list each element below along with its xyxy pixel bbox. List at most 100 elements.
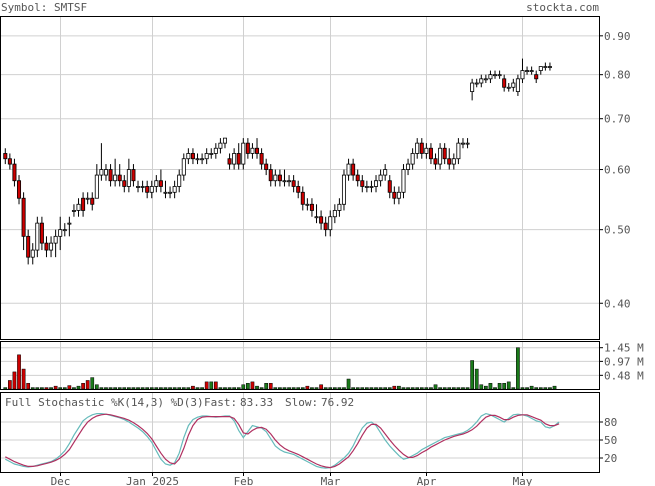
volume-bar (181, 387, 186, 390)
candle (241, 138, 246, 170)
volume-bar (191, 385, 195, 390)
candle (200, 153, 205, 165)
stochastic-tick-label: 80 (604, 416, 617, 429)
candle (94, 164, 99, 199)
volume-bar (360, 387, 365, 390)
candle (140, 180, 145, 193)
volume-bar (438, 387, 442, 390)
volume-bar (76, 385, 81, 390)
volume-bar (365, 387, 369, 390)
volume-bar (136, 387, 140, 390)
volume-bar (479, 384, 484, 390)
candle (474, 78, 479, 88)
volume-bar (552, 385, 557, 390)
candle (309, 198, 314, 217)
candle (323, 216, 328, 237)
volume-bar (168, 387, 172, 390)
volume-tick-label: 0.48 M (604, 369, 644, 382)
volume-bar (12, 371, 17, 390)
volume-bar (465, 387, 470, 390)
volume-bar (342, 387, 346, 390)
volume-bar (99, 387, 104, 390)
volume-bar (154, 387, 159, 390)
candle (149, 180, 154, 199)
price-tick-label: 0.80 (604, 69, 631, 82)
candle (387, 175, 392, 199)
volume-bar (177, 387, 182, 390)
volume-bar (273, 387, 278, 390)
candle (451, 153, 456, 170)
candle (525, 66, 530, 75)
volume-bars (3, 347, 557, 390)
candle (447, 148, 452, 170)
candle (410, 148, 415, 170)
slow-label: Slow: (285, 396, 318, 409)
candle (67, 216, 72, 237)
candle (300, 186, 305, 211)
volume-bar (17, 354, 21, 390)
volume-bar (81, 383, 85, 390)
candlestick-series (3, 58, 552, 265)
volume-bar (415, 387, 420, 390)
volume-axis: 1.45 M0.97 M0.48 M (599, 342, 644, 382)
fast-label: Fast: (204, 396, 237, 409)
volume-bar (383, 387, 388, 390)
candle (401, 164, 406, 199)
volume-bar (104, 387, 108, 390)
volume-bar (264, 383, 269, 390)
volume-bar (397, 385, 401, 390)
candle (12, 158, 17, 187)
candle (49, 236, 54, 258)
candle (168, 186, 173, 199)
volume-bar (474, 368, 479, 390)
volume-bar (484, 385, 488, 390)
volume-bar (406, 387, 410, 390)
volume-bar (497, 383, 502, 390)
volume-bar (250, 381, 255, 390)
candle (7, 153, 12, 170)
volume-bar (209, 381, 214, 390)
candle (35, 216, 40, 258)
volume-tick-label: 1.45 M (604, 342, 644, 355)
candle (145, 180, 150, 199)
candle (85, 192, 90, 205)
candle (30, 243, 35, 265)
date-tick-label: Mar (321, 475, 341, 486)
candle (131, 164, 136, 187)
candle (76, 198, 81, 217)
candle (470, 78, 475, 101)
volume-bar (30, 387, 35, 390)
volume-bar (392, 385, 397, 390)
volume-bar (410, 387, 415, 390)
volume-bar (502, 383, 507, 390)
candle (341, 169, 346, 211)
volume-bar (282, 387, 287, 390)
volume-bar (163, 387, 168, 390)
candle (419, 138, 424, 159)
volume-bar (3, 387, 8, 390)
candle (433, 153, 438, 170)
volume-bar (287, 387, 291, 390)
candle (488, 70, 493, 84)
volume-tick-label: 0.97 M (604, 355, 644, 368)
candle (259, 148, 264, 170)
candle (17, 175, 22, 205)
candle (71, 204, 76, 217)
slow-value: 76.92 (321, 396, 354, 409)
volume-bar (145, 387, 150, 390)
date-tick-label: Apr (417, 475, 437, 486)
volume-bar (218, 387, 223, 390)
volume-bar (49, 387, 53, 390)
volume-bar (223, 387, 227, 390)
candle (502, 74, 507, 92)
volume-bar (511, 387, 516, 390)
candle (465, 138, 470, 149)
volume-bar (127, 387, 131, 390)
volume-bar (35, 387, 40, 390)
volume-bar (346, 378, 351, 390)
candle (136, 180, 141, 193)
candle (273, 169, 278, 187)
volume-bar (355, 387, 360, 390)
candle (264, 158, 269, 176)
candle (218, 138, 223, 154)
